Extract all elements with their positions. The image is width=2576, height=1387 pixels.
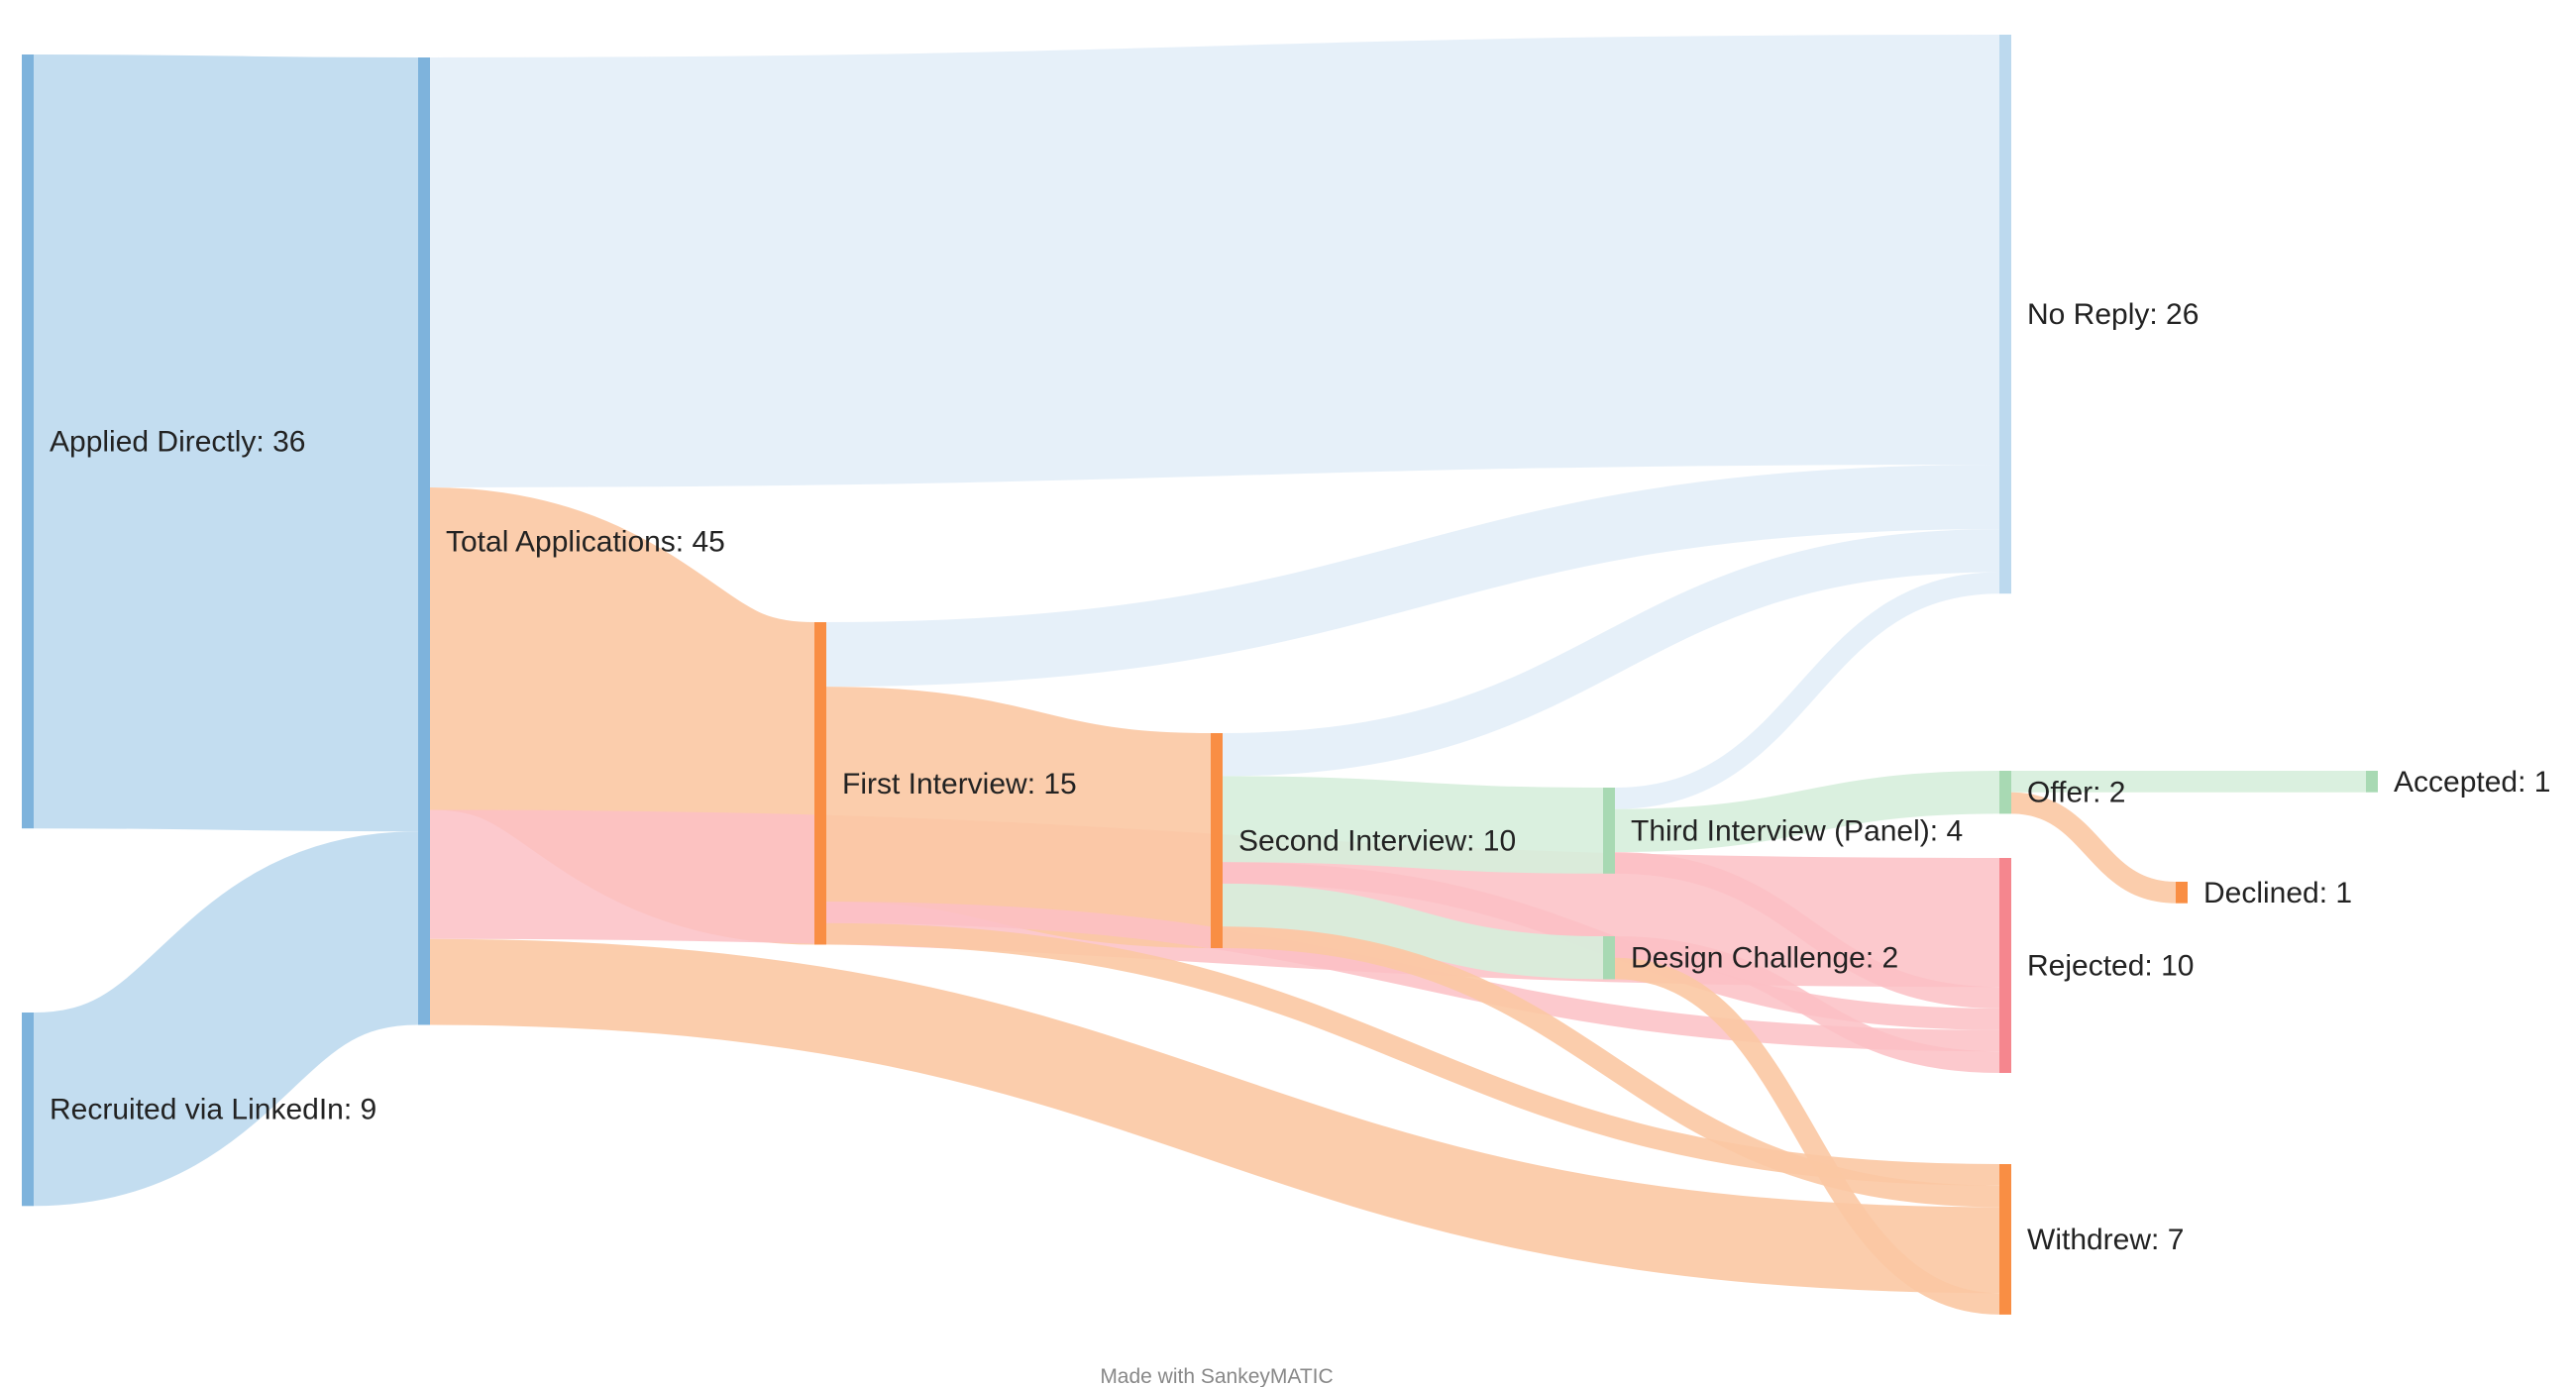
flow-applied-to-total <box>33 54 419 832</box>
flow-first-to-second <box>825 687 1212 948</box>
node-label-rejected: Rejected: 10 <box>2027 950 2194 983</box>
flow-third-to-rejected <box>1614 852 2000 1009</box>
node-rejected <box>1999 858 2011 1073</box>
node-label-withdrew: Withdrew: 7 <box>2027 1224 2184 1256</box>
flow-nodes <box>22 35 2378 1315</box>
node-second <box>1211 733 1223 948</box>
node-label-first: First Interview: 15 <box>842 768 1077 800</box>
node-label-linkedin: Recruited via LinkedIn: 9 <box>50 1094 376 1126</box>
node-third <box>1603 788 1615 874</box>
node-label-accepted: Accepted: 1 <box>2394 766 2550 799</box>
footer-credit: Made with SankeyMATIC <box>1100 1365 1333 1387</box>
flow-offer-to-declined <box>2010 792 2177 904</box>
flow-design-to-withdrew <box>1614 957 2000 1315</box>
node-withdrew <box>1999 1164 2011 1315</box>
node-labels: Applied Directly: 36 Recruited via Linked… <box>50 298 2550 1256</box>
node-first <box>814 622 826 945</box>
flow-second-to-withdrew <box>1222 926 2000 1208</box>
node-total <box>418 57 430 1025</box>
node-label-third: Third Interview (Panel): 4 <box>1631 814 1963 847</box>
flow-second-to-noreply <box>1222 529 2000 777</box>
node-noreply <box>1999 35 2011 594</box>
node-offer <box>1999 771 2011 814</box>
node-design <box>1603 936 1615 980</box>
flow-links <box>30 35 2366 1315</box>
node-label-declined: Declined: 1 <box>2203 877 2352 909</box>
node-accepted <box>2366 771 2378 793</box>
node-label-second: Second Interview: 10 <box>1238 825 1516 858</box>
node-linkedin <box>22 1013 34 1207</box>
node-declined <box>2176 882 2188 904</box>
flow-second-to-design <box>1222 883 1604 980</box>
node-label-total: Total Applications: 45 <box>446 525 725 558</box>
flow-total-to-withdrew <box>429 938 2000 1294</box>
flow-third-to-noreply <box>1614 572 2000 809</box>
node-applied <box>22 54 34 829</box>
node-label-noreply: No Reply: 26 <box>2027 298 2199 331</box>
flow-second-to-third <box>1222 776 1604 874</box>
flow-design-to-rejected <box>1614 936 2000 1073</box>
flow-third-to-offer <box>1614 771 2000 853</box>
flow-total-to-first <box>425 487 819 945</box>
node-label-applied: Applied Directly: 36 <box>50 426 305 459</box>
flow-linkedin-to-total <box>30 831 422 1207</box>
flow-first-to-noreply <box>825 465 2000 688</box>
node-label-design: Design Challenge: 2 <box>1631 942 1898 975</box>
node-label-offer: Offer: 2 <box>2027 777 2126 809</box>
flow-first-to-rejected <box>825 902 2000 1052</box>
flow-total-to-noreply <box>429 35 2000 487</box>
